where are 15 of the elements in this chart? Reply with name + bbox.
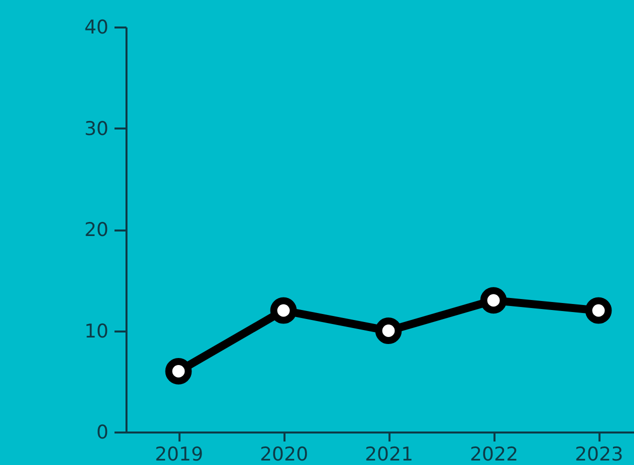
y-tick-label: 10 xyxy=(84,320,108,342)
point xyxy=(165,358,192,384)
y-tick-label: 20 xyxy=(84,219,108,241)
x-tick-label: 2023 xyxy=(574,444,624,465)
point xyxy=(585,297,612,324)
point xyxy=(270,297,297,324)
x-tick-label: 2022 xyxy=(470,444,518,465)
y-tick-label: 30 xyxy=(84,118,108,140)
x-tick-label: 2020 xyxy=(260,444,308,465)
point xyxy=(480,287,507,314)
y-tick-label: 40 xyxy=(84,16,108,38)
y-tick-label: 0 xyxy=(96,422,108,444)
x-tick-label: 2021 xyxy=(364,444,414,465)
x-tick-label: 2019 xyxy=(154,444,204,465)
point xyxy=(375,318,402,344)
